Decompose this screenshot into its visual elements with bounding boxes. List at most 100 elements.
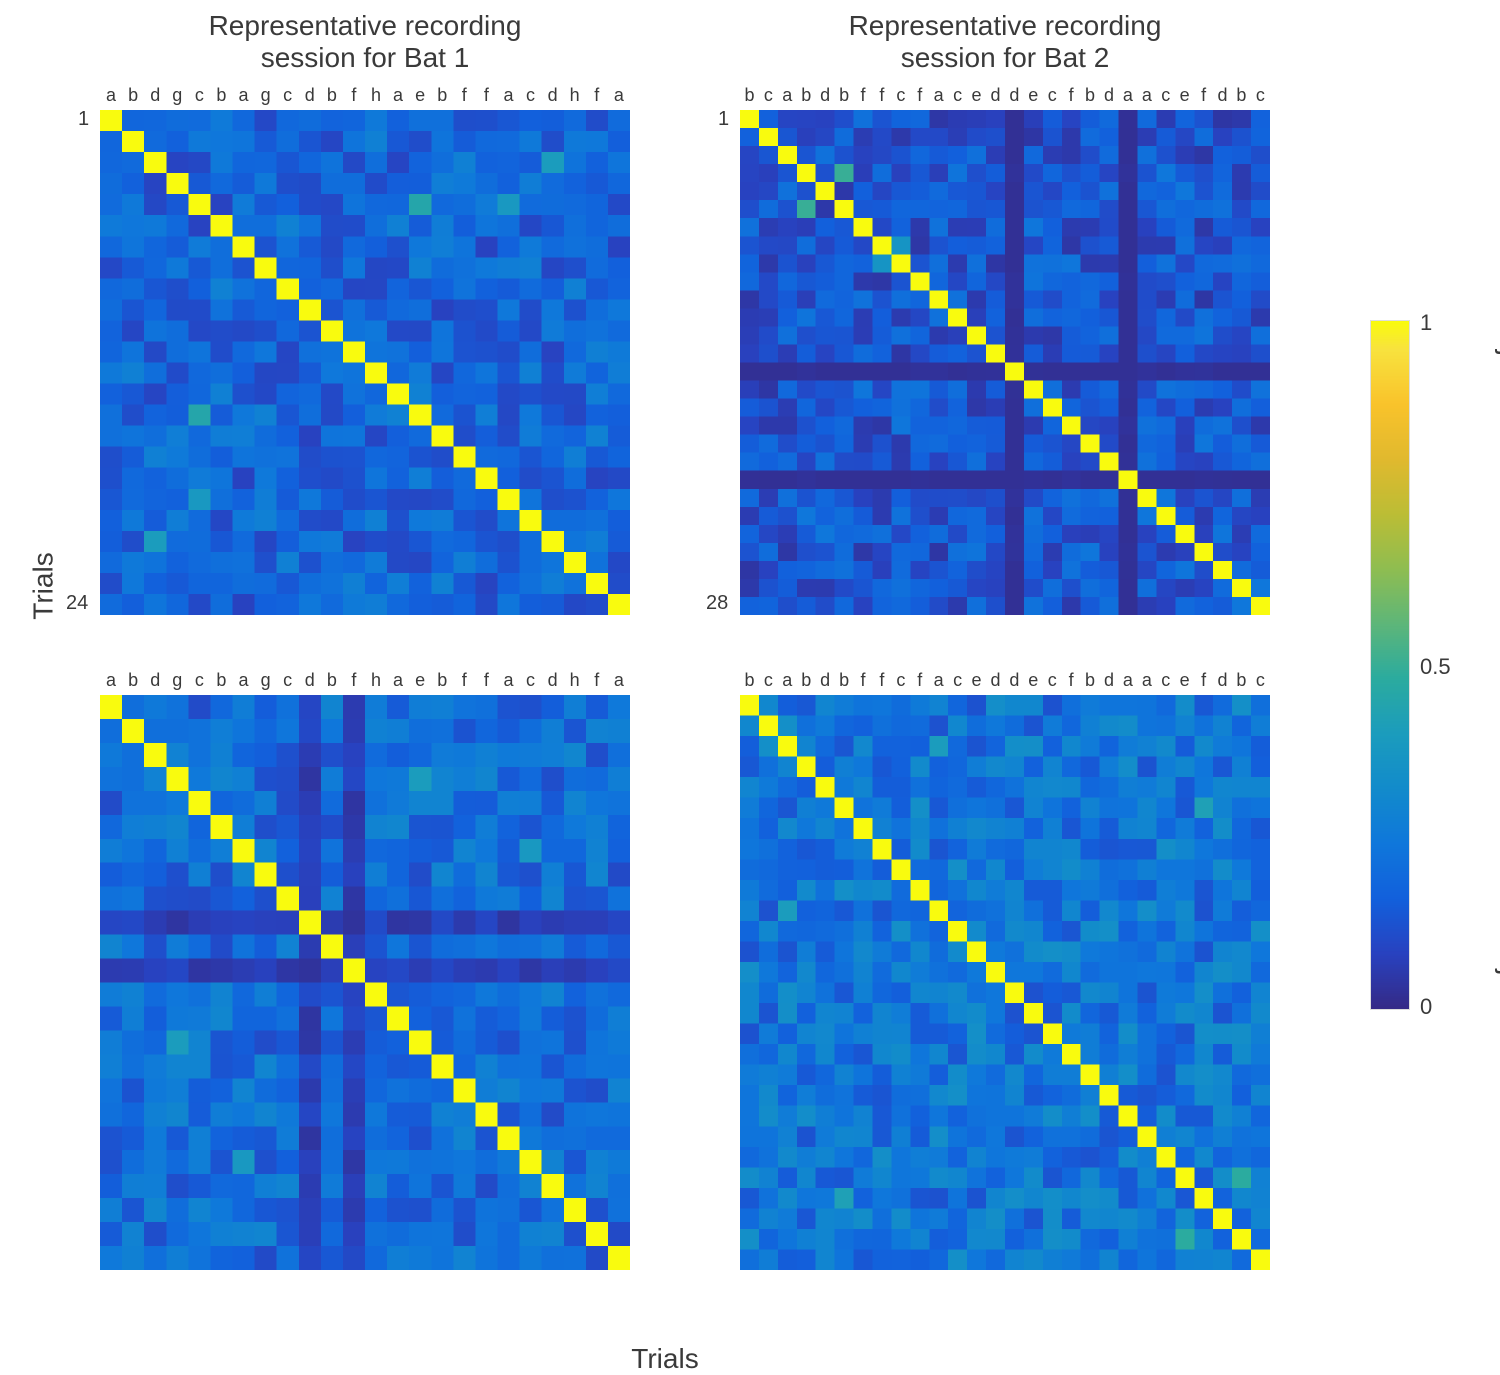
col-letter: f <box>1062 670 1081 691</box>
col-letter: a <box>387 670 409 691</box>
col-letter: c <box>1043 85 1062 106</box>
col-letter: d <box>986 85 1005 106</box>
col-letter: a <box>608 85 630 106</box>
col-letter: b <box>835 85 854 106</box>
col-letter: d <box>986 670 1005 691</box>
col-letter: b <box>321 85 343 106</box>
col-letter: b <box>321 670 343 691</box>
col-letter: f <box>475 670 497 691</box>
col-letter: b <box>740 670 759 691</box>
heatmap-canvas <box>740 695 1270 1270</box>
col-letter: a <box>778 85 797 106</box>
col-letter: b <box>431 670 453 691</box>
figure: Trials Representative recording session … <box>60 10 1430 1325</box>
col-letter: d <box>816 85 835 106</box>
col-letter: f <box>1062 85 1081 106</box>
heatmap <box>100 695 630 1270</box>
col-letter: d <box>542 85 564 106</box>
col-letter: c <box>1251 85 1270 106</box>
panel-title: Representative recording session for Bat… <box>740 10 1270 74</box>
col-letter: f <box>854 670 873 691</box>
col-letter: c <box>1156 85 1175 106</box>
y-axis-label: Trials <box>28 552 60 619</box>
col-letter: f <box>910 670 929 691</box>
col-letter: b <box>835 670 854 691</box>
col-letter: b <box>797 670 816 691</box>
col-letter: b <box>122 85 144 106</box>
column-labels: bcabdbffcfaceddecfbdaacefdbc <box>740 670 1270 691</box>
col-letter: d <box>1100 85 1119 106</box>
col-letter: b <box>210 85 232 106</box>
col-letter: a <box>232 85 254 106</box>
col-letter: c <box>1043 670 1062 691</box>
col-letter: d <box>816 670 835 691</box>
panel-bat2-xy: Representative recording session for Bat… <box>700 10 1270 615</box>
heatmap-canvas <box>740 110 1270 615</box>
col-letter: h <box>564 85 586 106</box>
col-letter: d <box>299 670 321 691</box>
col-letter: b <box>1232 85 1251 106</box>
colorbar-tick: 0.5 <box>1420 654 1451 680</box>
panel-title-text: Representative recording session for Bat… <box>209 10 522 73</box>
colorbar-canvas <box>1370 320 1410 1010</box>
col-letter: c <box>948 670 967 691</box>
colorbar-tick: 1 <box>1420 310 1432 336</box>
col-letter: h <box>365 670 387 691</box>
col-letter: d <box>1213 85 1232 106</box>
col-letter: f <box>475 85 497 106</box>
col-letter: e <box>1175 85 1194 106</box>
col-letter: c <box>891 85 910 106</box>
row-label-xz: XZ Projection <box>1494 816 1500 1116</box>
panel-title: Representative recording session for Bat… <box>100 10 630 74</box>
col-letter: h <box>365 85 387 106</box>
col-letter: d <box>1100 670 1119 691</box>
col-letter: a <box>929 85 948 106</box>
col-letter: f <box>872 85 891 106</box>
col-letter: e <box>967 670 986 691</box>
col-letter: c <box>519 670 541 691</box>
col-letter: c <box>948 85 967 106</box>
col-letter: c <box>188 85 210 106</box>
col-letter: a <box>929 670 948 691</box>
col-letter: a <box>497 85 519 106</box>
col-letter: a <box>387 85 409 106</box>
col-letter: d <box>299 85 321 106</box>
column-labels: bcabdbffcfaceddecfbdaacefdbc <box>740 85 1270 106</box>
col-letter: c <box>519 85 541 106</box>
col-letter: d <box>1213 670 1232 691</box>
col-letter: g <box>166 670 188 691</box>
col-letter: a <box>232 670 254 691</box>
col-letter: f <box>586 670 608 691</box>
colorbar: 1 0.5 0 <box>1370 320 1410 1010</box>
col-letter: f <box>453 670 475 691</box>
col-letter: e <box>409 85 431 106</box>
col-letter: f <box>1194 670 1213 691</box>
col-letter: e <box>1024 85 1043 106</box>
col-letter: e <box>1024 670 1043 691</box>
col-letter: d <box>1005 85 1024 106</box>
col-letter: a <box>778 670 797 691</box>
col-letter: b <box>797 85 816 106</box>
col-letter: d <box>1005 670 1024 691</box>
heatmap <box>100 110 630 615</box>
col-letter: f <box>1194 85 1213 106</box>
column-labels: abdgcbagcdbfhaebffacdhfa <box>100 670 630 691</box>
heatmap <box>740 110 1270 615</box>
panels-grid: Representative recording session for Bat… <box>60 10 1270 1270</box>
row-label-xy: XY Projection <box>1494 196 1500 496</box>
y-tick-first: 1 <box>78 108 89 131</box>
col-letter: b <box>431 85 453 106</box>
col-letter: c <box>891 670 910 691</box>
col-letter: d <box>542 670 564 691</box>
col-letter: b <box>1081 670 1100 691</box>
col-letter: f <box>586 85 608 106</box>
col-letter: c <box>759 85 778 106</box>
col-letter: h <box>564 670 586 691</box>
heatmap-canvas <box>100 110 630 615</box>
col-letter: f <box>910 85 929 106</box>
heatmap <box>740 695 1270 1270</box>
col-letter: a <box>1137 670 1156 691</box>
x-axis-label: Trials <box>60 1343 1270 1375</box>
col-letter: a <box>1118 670 1137 691</box>
col-letter: g <box>166 85 188 106</box>
